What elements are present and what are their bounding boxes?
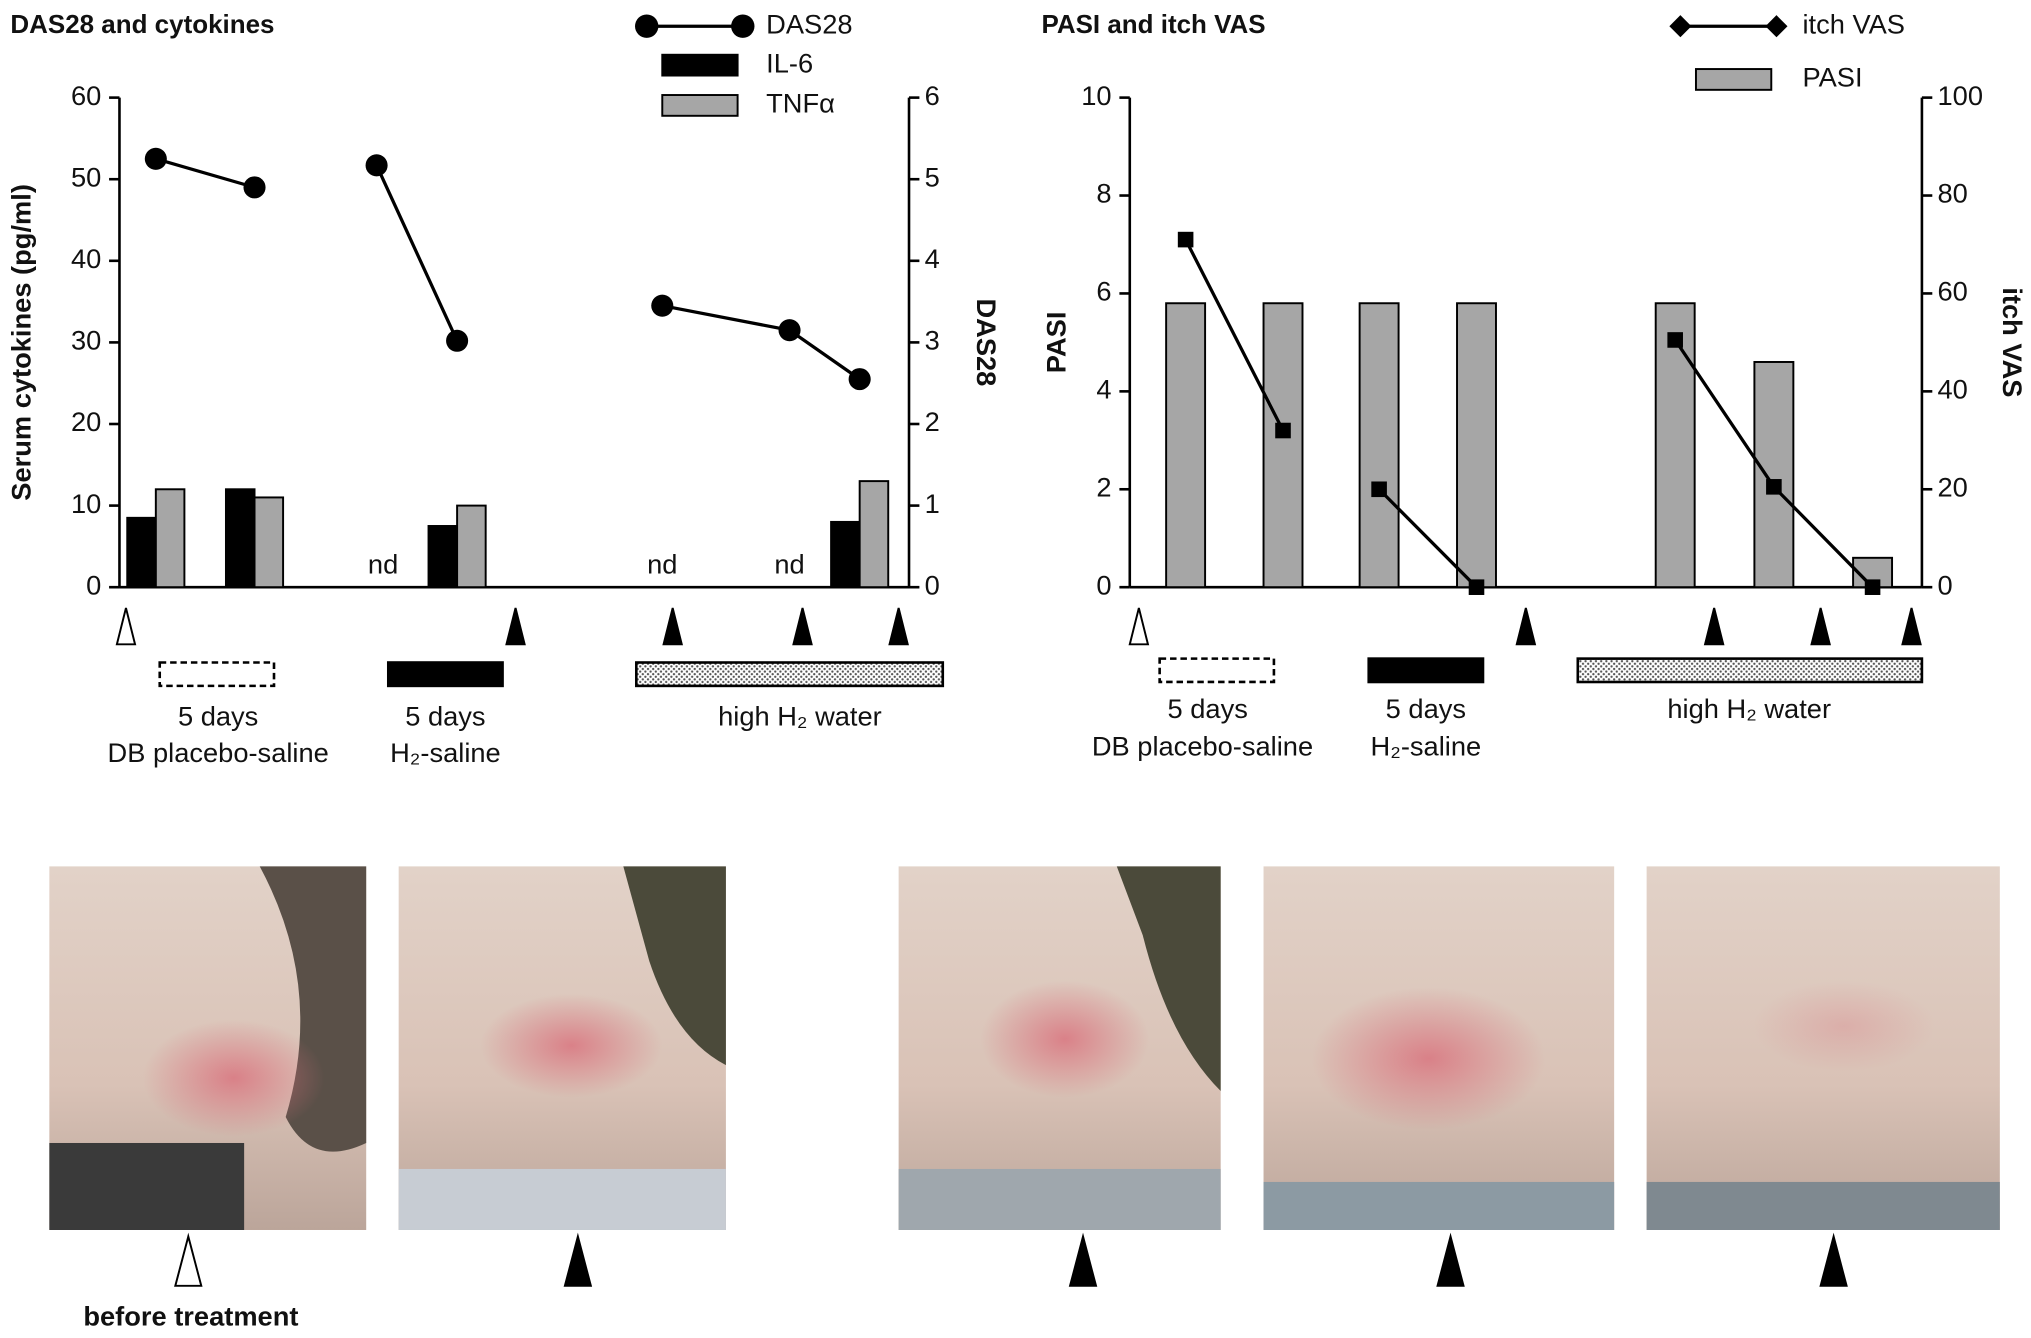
- legend-label: PASI: [1802, 62, 1862, 93]
- legend-marker: [635, 14, 659, 38]
- y-tick-label: 50: [71, 161, 101, 192]
- treatment-duration: 5 days: [1386, 693, 1466, 724]
- legend-swatch: [661, 53, 739, 77]
- bar: [1262, 302, 1304, 589]
- point: [778, 319, 801, 342]
- y-tick-label: 10: [71, 488, 101, 519]
- y-tick-label: 0: [86, 569, 101, 600]
- y-tick-label: 0: [1096, 569, 1111, 600]
- treatment-bars: [158, 657, 1924, 688]
- bar: [1456, 302, 1497, 589]
- y-tick-label: 6: [1096, 276, 1111, 307]
- y2-tick-label: 0: [925, 569, 940, 600]
- y2-tick-label: 3: [925, 325, 940, 356]
- bar: [1358, 302, 1400, 589]
- y-axis-title: Serum cytokines (pg/ml): [6, 184, 37, 501]
- bar: [830, 520, 861, 589]
- y-tick-label: 30: [71, 325, 101, 356]
- bar: [154, 488, 186, 589]
- y2-axis-title: DAS28: [971, 298, 1002, 386]
- time-markers: [115, 607, 1922, 646]
- point: [365, 154, 388, 177]
- treatment-name: high H₂ water: [1667, 693, 1831, 724]
- y-tick-label: 60: [71, 80, 101, 111]
- bar: [1753, 361, 1795, 589]
- treatment-name: H₂-saline: [390, 737, 501, 768]
- point: [1766, 479, 1782, 495]
- treatment-name: high H₂ water: [718, 701, 882, 732]
- photo-markers: [174, 1232, 1848, 1287]
- treatment-duration: 5 days: [1168, 693, 1248, 724]
- legend-label: TNFα: [766, 88, 835, 119]
- y-tick-label: 40: [71, 243, 101, 274]
- y-tick-label: 20: [71, 406, 101, 437]
- bar: [858, 480, 890, 589]
- point: [1275, 422, 1291, 439]
- bar: [456, 504, 487, 589]
- legend-swatch: [1694, 68, 1773, 91]
- point: [651, 294, 674, 317]
- point: [144, 147, 167, 170]
- point: [1177, 231, 1194, 248]
- y-tick-label: 8: [1096, 178, 1111, 209]
- bar: [1165, 302, 1207, 589]
- point: [243, 176, 266, 199]
- point: [446, 329, 469, 352]
- bar: [1654, 302, 1696, 589]
- point: [1468, 579, 1485, 595]
- point: [1371, 481, 1387, 498]
- y2-tick-label: 0: [1938, 569, 1953, 600]
- photos: [49, 866, 2000, 1230]
- annotation: nd: [368, 549, 398, 580]
- y-axis-title: PASI: [1041, 312, 1072, 374]
- photo: [49, 866, 367, 1230]
- y2-tick-label: 4: [925, 243, 940, 274]
- y2-tick-label: 60: [1938, 276, 1968, 307]
- y-tick-label: 10: [1081, 80, 1111, 111]
- annotation: nd: [774, 549, 804, 580]
- photo: [898, 866, 1221, 1230]
- chart-title: DAS28 and cytokines: [10, 9, 274, 39]
- y-tick-label: 2: [1096, 471, 1111, 502]
- photo: [1263, 866, 1615, 1230]
- legend-marker: [1669, 15, 1692, 38]
- y-tick-label: 4: [1096, 374, 1111, 405]
- treatment-name: DB placebo-saline: [1092, 730, 1313, 761]
- y2-tick-label: 40: [1938, 374, 1968, 405]
- point: [1667, 332, 1683, 348]
- legend-label: itch VAS: [1802, 8, 1905, 39]
- y2-tick-label: 5: [925, 161, 940, 192]
- point: [1864, 579, 1881, 595]
- treatment-name: H₂-saline: [1371, 730, 1482, 761]
- y2-tick-label: 80: [1938, 178, 1968, 209]
- point: [848, 368, 871, 391]
- photo: [398, 866, 726, 1230]
- legend-label: IL-6: [766, 47, 813, 78]
- treatment-name: DB placebo-saline: [108, 737, 329, 768]
- y2-tick-label: 20: [1938, 471, 1968, 502]
- chart-title: PASI and itch VAS: [1041, 9, 1265, 39]
- treatment-duration: 5 days: [405, 701, 485, 732]
- annotation: nd: [647, 549, 677, 580]
- treatment-duration: 5 days: [178, 701, 258, 732]
- y2-tick-label: 2: [925, 406, 940, 437]
- bar: [224, 488, 256, 589]
- y2-tick-label: 1: [925, 488, 940, 519]
- legend-marker: [731, 14, 755, 38]
- legend-swatch: [661, 94, 739, 117]
- bar: [253, 496, 285, 589]
- y2-axis-title: itch VAS: [1997, 287, 2028, 397]
- photo-caption: before treatment: [83, 1300, 298, 1331]
- y2-tick-label: 6: [925, 80, 940, 111]
- bar: [427, 525, 459, 589]
- bar: [126, 516, 157, 589]
- y2-tick-label: 100: [1938, 80, 1984, 111]
- legend-label: DAS28: [766, 8, 852, 39]
- legend-marker: [1765, 15, 1788, 38]
- treatment-labels: 5 days DB placebo-saline 5 days H₂-salin…: [108, 693, 1832, 768]
- photo: [1646, 866, 2000, 1230]
